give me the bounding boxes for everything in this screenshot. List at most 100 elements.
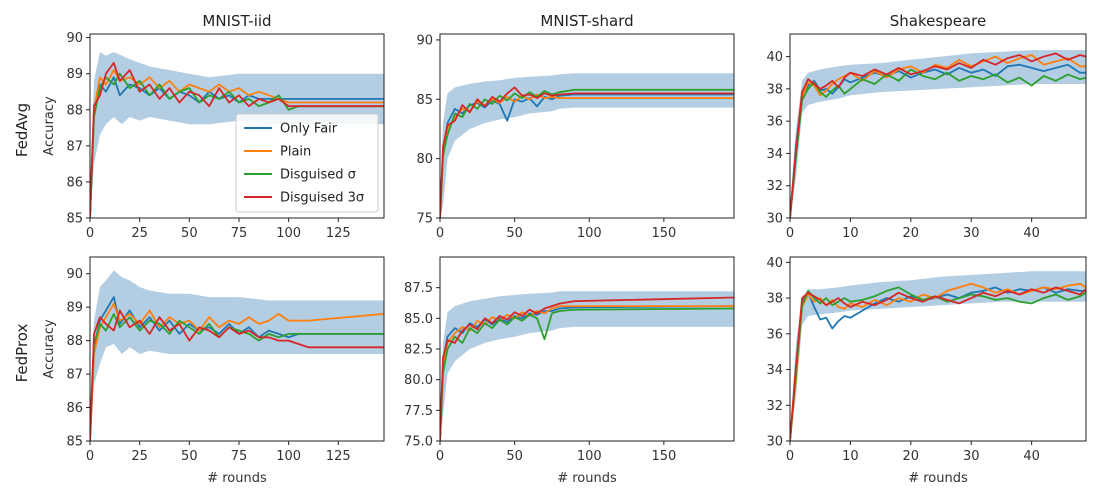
series-line-plain: [790, 282, 1086, 441]
series-line-disguised-3sigma: [90, 62, 384, 218]
x-tick-label: 0: [86, 226, 94, 241]
y-tick-label: 40: [766, 256, 783, 271]
panel-frame: [789, 256, 1087, 442]
series-line-only-fair: [440, 305, 734, 441]
x-tick-label: 75: [231, 226, 248, 241]
y-tick-label: 86: [66, 401, 83, 416]
panel-frame: [89, 256, 385, 442]
series-line-disguised-3sigma: [790, 286, 1086, 441]
x-tick-label: 50: [181, 226, 198, 241]
panel-title: Shakespeare: [890, 12, 986, 30]
y-tick-label: 36: [766, 115, 783, 130]
confidence-band: [790, 50, 1086, 218]
x-tick-label: 0: [436, 226, 444, 241]
y-tick-label: 34: [766, 147, 783, 162]
x-tick-label: 0: [786, 449, 794, 464]
x-tick-label: 20: [903, 449, 920, 464]
series-line-only-fair: [440, 93, 734, 218]
series-line-disguised-3sigma: [440, 296, 734, 441]
confidence-band: [440, 73, 734, 218]
x-tick-label: 40: [1023, 449, 1040, 464]
panel-frame: [89, 33, 385, 219]
y-tick-label: 82.5: [404, 343, 433, 358]
y-tick-label: 30: [766, 212, 783, 227]
legend-box: [235, 113, 379, 213]
series-line-disguised-3sigma: [790, 52, 1086, 218]
y-tick-label: 75.0: [404, 435, 433, 450]
x-axis-label: # rounds: [207, 471, 267, 486]
panel-6: 0 10 20 30 40 30 32 34 36 38 40 # rounds: [766, 256, 1087, 486]
legend: Only Fair Plain Disguised σ Disguised 3σ: [235, 113, 379, 213]
y-tick-label: 36: [766, 327, 783, 342]
series-line-disguised-sigma: [90, 72, 384, 218]
y-tick-label: 87: [66, 368, 83, 383]
confidence-band: [440, 291, 734, 441]
panel-frame: [439, 256, 735, 442]
confidence-band: [90, 270, 384, 441]
x-tick-label: 30: [963, 226, 980, 241]
x-tick-label: 75: [231, 449, 248, 464]
x-tick-label: 0: [86, 449, 94, 464]
y-tick-label: 86: [66, 175, 83, 190]
panel-3: 0 10 20 30 40 30 32 34 36 38 40 Shakespeare: [766, 12, 1087, 241]
legend-label-disguised-sigma: Disguised σ: [280, 168, 356, 183]
x-tick-label: 10: [842, 449, 859, 464]
row-label-fedavg: FedAvg: [13, 103, 31, 157]
y-tick-label: 30: [766, 435, 783, 450]
y-tick-label: 89: [66, 67, 83, 82]
series-line-only-fair: [90, 296, 384, 441]
x-tick-label: 50: [181, 449, 198, 464]
y-tick-label: 88: [66, 334, 83, 349]
y-tick-label: 85: [66, 212, 83, 227]
x-tick-label: 150: [651, 449, 676, 464]
x-tick-label: 40: [1023, 226, 1040, 241]
y-tick-label: 80: [416, 152, 433, 167]
x-tick-label: 125: [326, 449, 351, 464]
y-tick-label: 87: [66, 139, 83, 154]
y-tick-label: 90: [66, 31, 83, 46]
x-tick-label: 100: [577, 226, 602, 241]
panel-1: 0 25 50 75 100 125 85 86 87 88 89 90 MNIST-iid Accura…: [42, 12, 385, 241]
y-tick-label: 90: [416, 33, 433, 48]
series-line-plain: [90, 302, 384, 441]
panel-title: MNIST-shard: [540, 12, 633, 30]
y-axis-label: Accuracy: [42, 96, 57, 156]
y-axis-label: Accuracy: [42, 319, 57, 379]
x-tick-label: 50: [506, 449, 523, 464]
y-tick-label: 38: [766, 292, 783, 307]
series-line-plain: [90, 69, 384, 218]
y-tick-label: 85.0: [404, 312, 433, 327]
panel-title: MNIST-iid: [202, 12, 271, 30]
series-line-disguised-3sigma: [90, 309, 384, 441]
series-line-disguised-sigma: [440, 307, 734, 441]
panel-frame: [789, 33, 1087, 219]
y-tick-label: 88: [66, 103, 83, 118]
x-tick-label: 10: [842, 226, 859, 241]
series-line-plain: [790, 54, 1086, 218]
x-tick-label: 20: [903, 226, 920, 241]
x-tick-label: 30: [963, 449, 980, 464]
series-line-disguised-3sigma: [440, 86, 734, 218]
panel-4: 0 25 50 75 100 125 85 86 87 88 89 90 # rounds Accurac…: [42, 256, 385, 486]
x-tick-label: 0: [436, 449, 444, 464]
legend-label-disguised-3sigma: Disguised 3σ: [280, 191, 364, 206]
series-line-disguised-sigma: [790, 68, 1086, 218]
x-tick-label: 100: [276, 226, 301, 241]
y-tick-label: 34: [766, 363, 783, 378]
x-tick-label: 100: [577, 449, 602, 464]
x-axis-label: # rounds: [908, 471, 968, 486]
series-line-disguised-sigma: [90, 312, 384, 441]
y-tick-label: 75: [416, 212, 433, 227]
y-tick-label: 85: [416, 93, 433, 108]
x-tick-label: 150: [651, 226, 676, 241]
panel-frame: [439, 33, 735, 219]
y-tick-label: 80.0: [404, 373, 433, 388]
y-tick-label: 77.5: [404, 404, 433, 419]
row-label-fedprox: FedProx: [13, 323, 31, 382]
x-tick-label: 0: [786, 226, 794, 241]
y-tick-label: 90: [66, 267, 83, 282]
y-tick-label: 40: [766, 50, 783, 65]
legend-label-only-fair: Only Fair: [280, 122, 338, 137]
panel-5: 0 50 100 150 75.0 77.5 80.0 82.5 85.0 87.5 # round…: [404, 256, 735, 486]
